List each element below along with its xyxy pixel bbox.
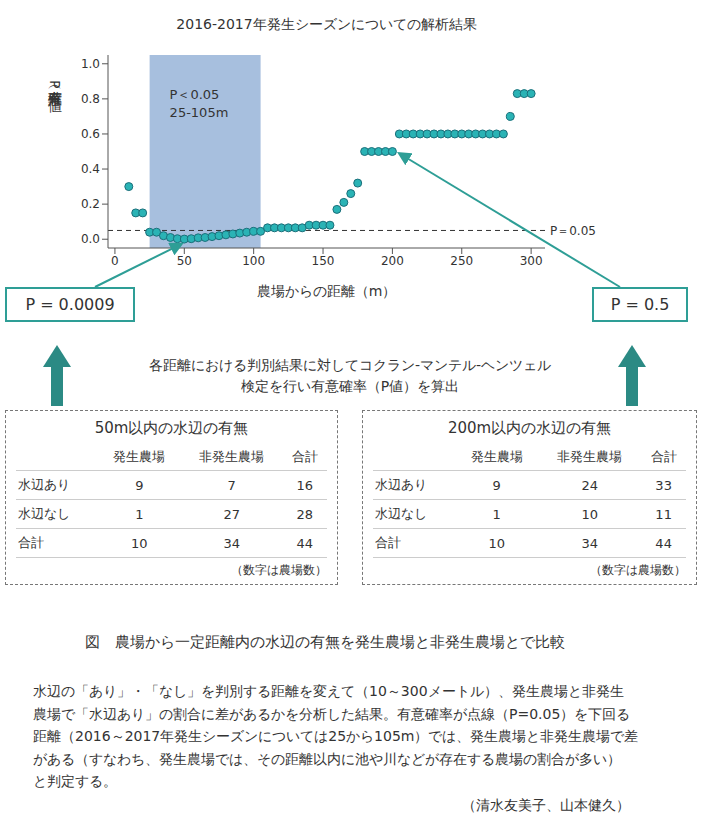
- svg-text:1.0: 1.0: [81, 57, 100, 71]
- html-text:P＜0.05: P＜0.05: [169, 87, 220, 102]
- html-text:農場で「水辺あり」の割合に差があるかを分析した結果。有意確率: 農場で「水辺あり」の割合に差があるかを分析した結果。有意確率が点線（P=0.05…: [33, 705, 631, 722]
- html-text:非発生農場: 非発生農場: [199, 449, 265, 464]
- html-text:合計: 合計: [375, 535, 401, 550]
- html-text:34: 34: [581, 535, 599, 551]
- html-text:P = 0.0009: P = 0.0009: [25, 295, 115, 314]
- html-text:検定を行い有意確率（P値）を算出: 検定を行い有意確率（P値）を算出: [240, 378, 460, 394]
- html-text:16: 16: [296, 477, 314, 493]
- html-text:25-105m: 25-105m: [169, 105, 229, 120]
- html-text:50m以内の水辺の有無: 50m以内の水辺の有無: [94, 419, 249, 437]
- html-text:11: 11: [655, 506, 672, 522]
- html-text:33: 33: [655, 477, 672, 493]
- html-text:10: 10: [131, 535, 148, 551]
- html-text:発生農場: 発生農場: [470, 449, 523, 464]
- html-text:水辺あり: 水辺あり: [375, 477, 427, 492]
- html-text:と判定する。: と判定する。: [33, 773, 117, 789]
- svg-text:0.0: 0.0: [81, 232, 100, 246]
- html-text:34: 34: [223, 535, 240, 551]
- html-text:1: 1: [492, 506, 501, 522]
- html-text:図 農場から一定距離内の水辺の有無を発生農場と非発生農場とで: 図 農場から一定距離内の水辺の有無を発生農場と非発生農場とで比較: [85, 633, 565, 651]
- html-text:27: 27: [223, 506, 240, 522]
- html-text:合計: 合計: [18, 535, 44, 550]
- svg-text:100: 100: [242, 254, 265, 268]
- svg-text:200: 200: [381, 254, 404, 268]
- html-text:合計: 合計: [291, 449, 318, 464]
- html-text:7: 7: [227, 477, 236, 493]
- html-text:非発生農場: 非発生農場: [557, 449, 623, 464]
- html-text:9: 9: [135, 477, 144, 493]
- html-text:（清水友美子、山本健久）: （清水友美子、山本健久）: [462, 797, 630, 813]
- html-text:10: 10: [488, 535, 505, 551]
- html-text:44: 44: [296, 535, 314, 551]
- html-text:発生農場: 発生農場: [113, 449, 166, 464]
- html-text:水辺なし: 水辺なし: [18, 506, 70, 521]
- html-text:24: 24: [581, 477, 599, 493]
- svg-text:0: 0: [111, 254, 119, 268]
- html-text:水辺あり: 水辺あり: [18, 477, 70, 492]
- svg-text:150: 150: [312, 254, 335, 268]
- html-text:10: 10: [581, 506, 599, 522]
- html-text:200m以内の水辺の有無: 200m以内の水辺の有無: [447, 419, 612, 437]
- html-text:1: 1: [135, 506, 144, 522]
- svg-text:300: 300: [520, 254, 543, 268]
- html-text:P = 0.5: P = 0.5: [610, 295, 670, 314]
- html-text:（数字は農場数）: （数字は農場数）: [231, 563, 327, 577]
- svg-text:0.4: 0.4: [81, 162, 100, 176]
- html-text:2016-2017年発生シーズンについての解析結果: 2016-2017年発生シーズンについての解析結果: [176, 16, 477, 32]
- html-text:44: 44: [655, 535, 672, 551]
- svg-text:0.6: 0.6: [81, 127, 100, 141]
- svg-text:P＝0.05: P＝0.05: [550, 224, 596, 238]
- html-text:9: 9: [492, 477, 501, 493]
- html-text:有意確率（P値）: 有意確率（P値）: [47, 80, 63, 89]
- html-text:水辺の「あり」・「なし」を判別する距離を変えて（10～300: 水辺の「あり」・「なし」を判別する距離を変えて（10～300メートル）、発生農場…: [33, 683, 624, 699]
- html-text:水辺なし: 水辺なし: [375, 506, 427, 521]
- html-text:28: 28: [296, 506, 314, 522]
- svg-text:50: 50: [177, 254, 192, 268]
- html-text:各距離における判別結果に対してコクラン-マンテル-ヘンツェル: 各距離における判別結果に対してコクラン-マンテル-ヘンツェル: [148, 357, 551, 373]
- html-text:（数字は農場数）: （数字は農場数）: [590, 563, 686, 577]
- svg-text:0.8: 0.8: [81, 92, 100, 106]
- svg-text:0.2: 0.2: [81, 197, 100, 211]
- html-text:距離（2016～2017年発生シーズンについては25から10: 距離（2016～2017年発生シーズンについては25から105m）では、発生農場…: [33, 728, 639, 744]
- html-text:がある（すなわち、発生農場では、その距離以内に池や川などが存: がある（すなわち、発生農場では、その距離以内に池や川などが存在する農場の割合が多…: [33, 750, 621, 767]
- svg-text:250: 250: [450, 254, 473, 268]
- html-text:合計: 合計: [650, 449, 677, 464]
- html-text:農場からの距離（m）: 農場からの距離（m）: [256, 283, 397, 299]
